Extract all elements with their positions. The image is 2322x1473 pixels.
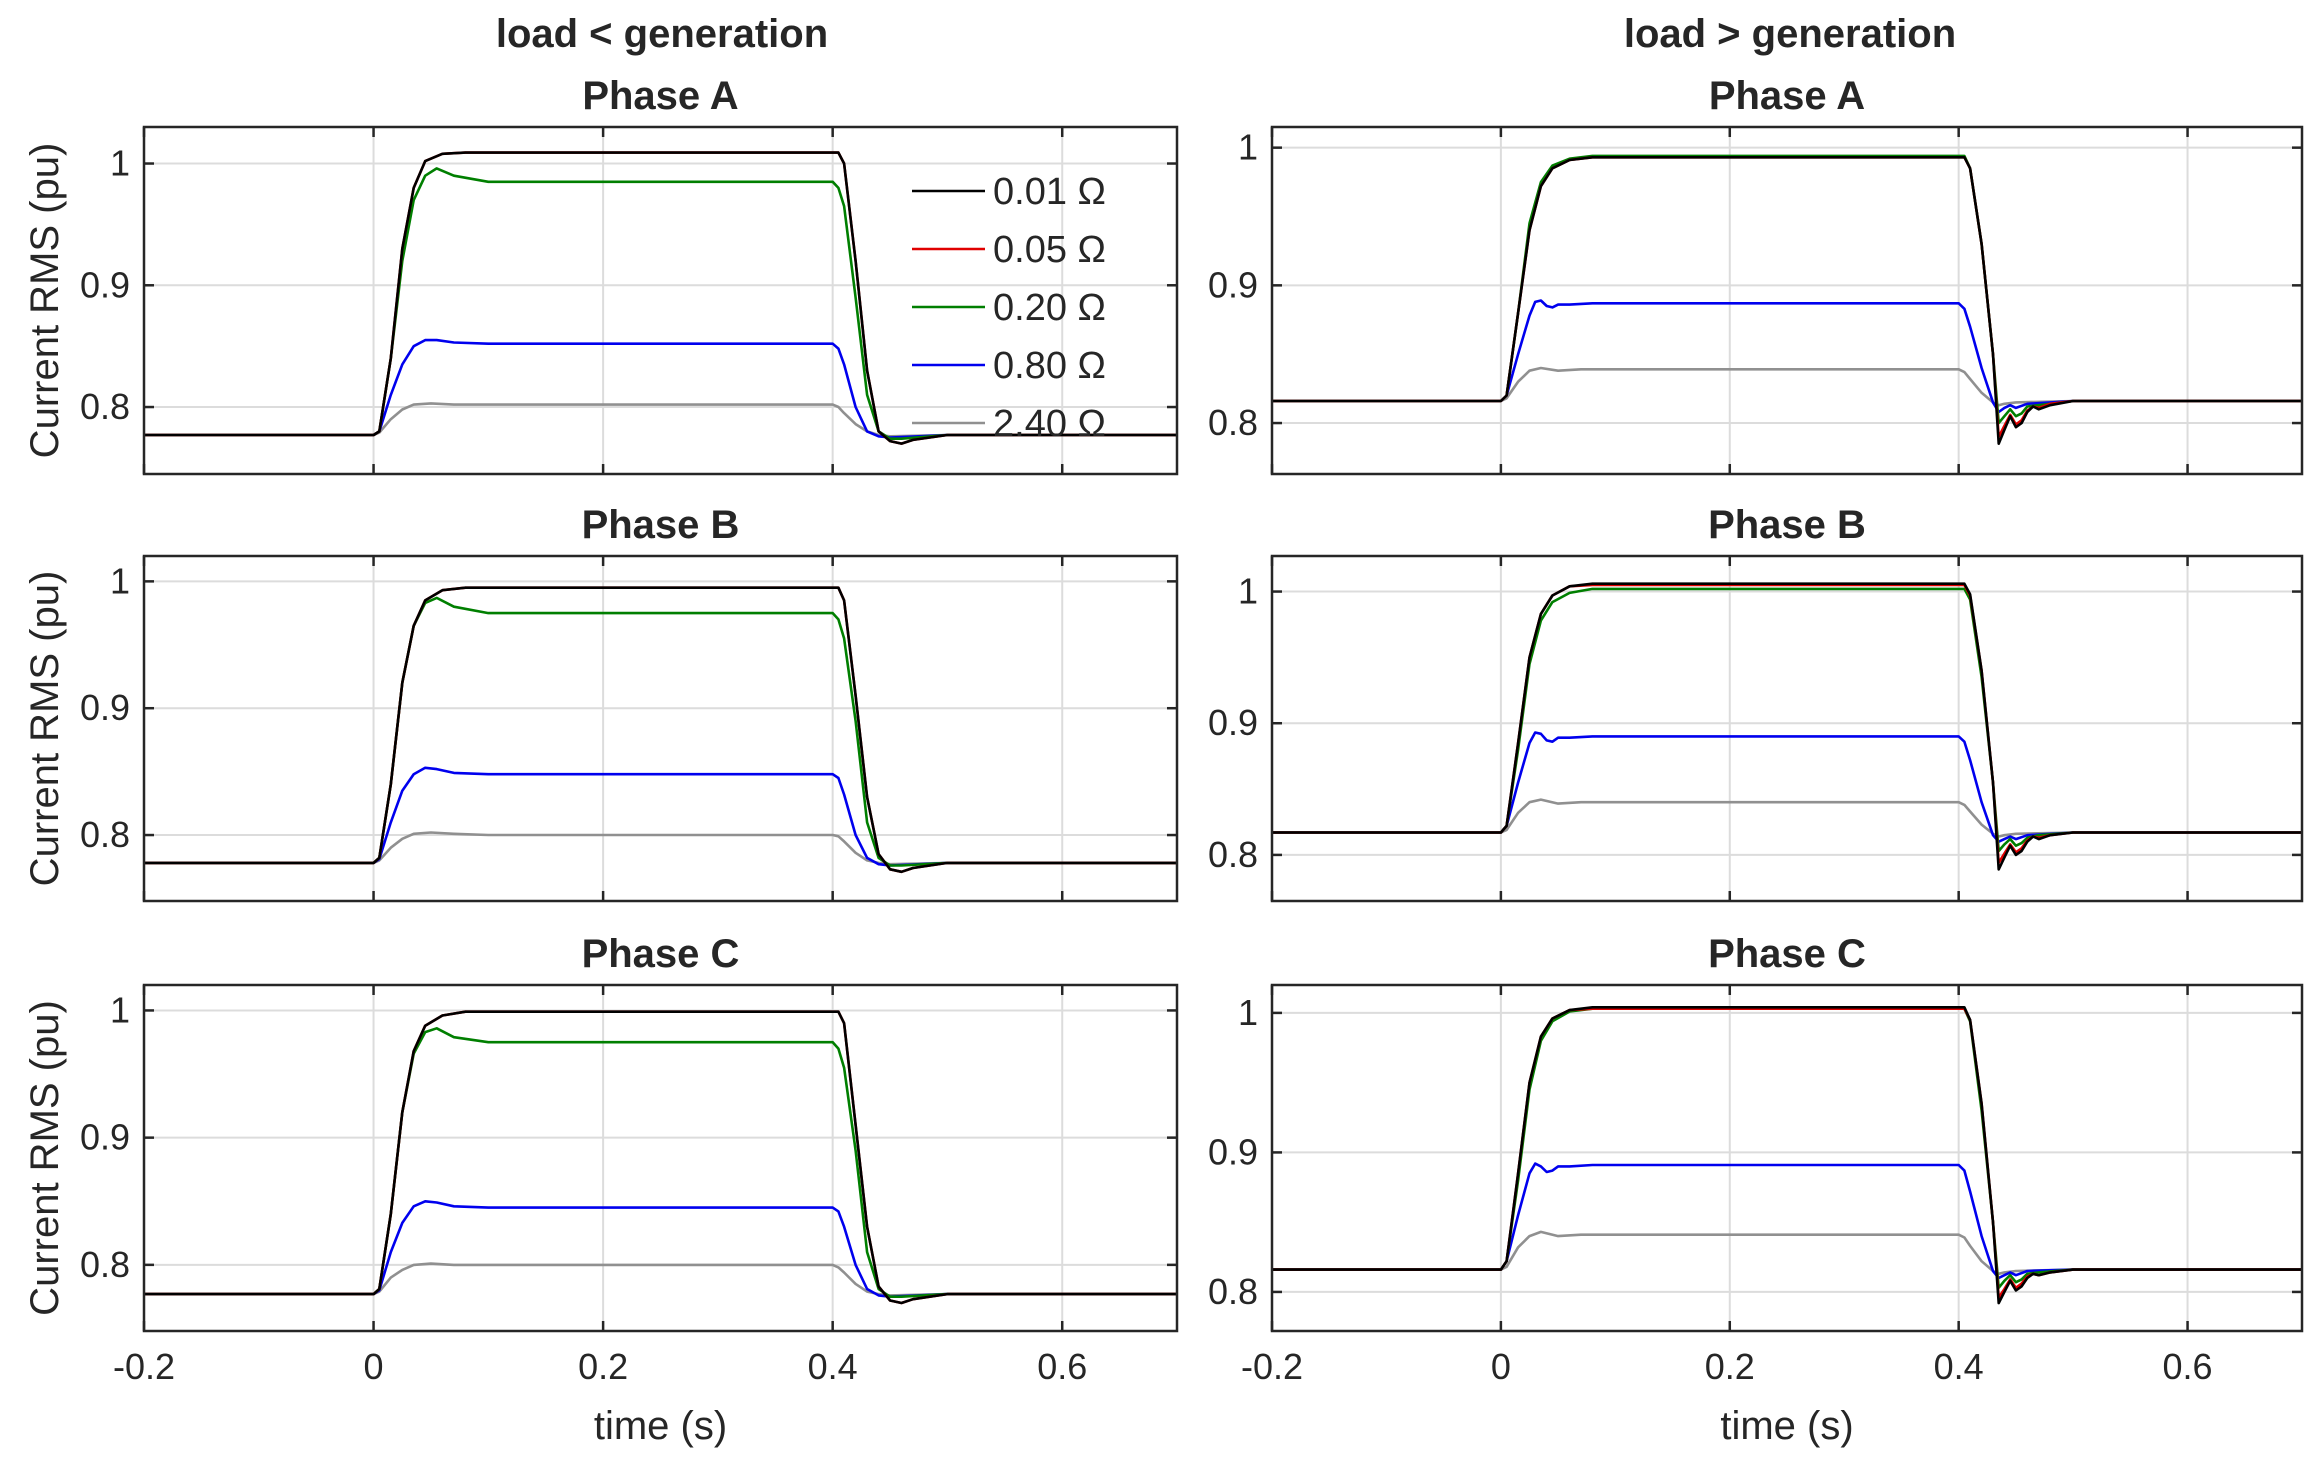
legend-label-0-80-ohm: 0.80 Ω [993,345,1106,387]
column-title-left: load < generation [496,12,828,56]
chart-left-phase-b: 0.8 0.9 1 Phase B Current RMS (pu) [23,503,1179,903]
panels: 0.8 0.9 1 Phase A Current RMS (pu) 0.01 Ω 0.05… [23,74,2304,1448]
series-line-2-40-ohm [1272,798,2302,838]
y-tick-label: 1 [1238,571,1258,612]
legend-label-0-01-ohm: 0.01 Ω [993,171,1106,213]
chart-left-phase-a: 0.8 0.9 1 Phase A Current RMS (pu) 0.01 Ω 0.05… [23,74,1179,476]
legend-label-2-40-ohm: 2.40 Ω [993,403,1106,445]
column-title-right: load > generation [1624,12,1956,56]
y-tick-label: 0.8 [1208,402,1258,443]
chart-right-phase-a: 0.8 0.9 1 Phase A [1208,74,2304,476]
x-tick-label: 0.4 [808,1346,858,1387]
x-tick-label: -0.2 [1241,1346,1303,1387]
series-line-0-80-ohm [1272,1162,2302,1280]
series-group [1272,582,2302,871]
y-tick-label: 0.8 [80,1244,130,1285]
legend-label-0-20-ohm: 0.20 Ω [993,287,1106,329]
y-tick-label: 0.8 [80,814,130,855]
y-tick-label: 1 [110,560,130,601]
x-tick-label: 0 [364,1346,384,1387]
x-axis-label: time (s) [594,1404,727,1448]
series-line-0-80-ohm [144,338,1177,439]
axes-box [142,983,1179,1333]
series-line-0-01-ohm [144,151,1177,445]
axes-box [142,125,1179,476]
y-tick-label: 0.8 [1208,834,1258,875]
series-line-0-01-ohm [144,586,1177,874]
y-tick-label: 1 [110,989,130,1030]
panel-title: Phase C [1708,932,1866,976]
y-tick-label: 0.8 [80,386,130,427]
y-axis-label: Current RMS (pu) [23,143,67,459]
series-line-0-80-ohm [144,766,1177,867]
axes-box [1270,125,2304,476]
series-group [144,1010,1177,1305]
y-tick-label: 0.8 [1208,1271,1258,1312]
legend: 0.01 Ω 0.05 Ω 0.20 Ω 0.80 Ω 2.40 Ω [912,171,1106,445]
panel-title: Phase B [582,503,740,547]
panel-title: Phase C [582,932,740,976]
y-axis-label: Current RMS (pu) [23,571,67,887]
chart-left-phase-c: 0.8 0.9 1 -0.2 0 0.2 0.4 0.6 Phase C time (s) Curr… [23,932,1179,1448]
y-tick-label: 1 [110,143,130,184]
axes-box [142,554,1179,903]
x-tick-label: 0 [1491,1346,1511,1387]
series-line-0-80-ohm [1272,731,2302,843]
x-tick-label: -0.2 [113,1346,175,1387]
y-axis-label: Current RMS (pu) [23,1000,67,1316]
series-line-0-01-ohm [1272,1006,2302,1305]
y-tick-label: 0.9 [1208,702,1258,743]
y-tick-label: 0.9 [1208,264,1258,305]
x-tick-label: 0.6 [2163,1346,2213,1387]
x-tick-label: 0.6 [1037,1346,1087,1387]
series-line-0-80-ohm [144,1200,1177,1298]
series-group [144,586,1177,874]
panel-title: Phase A [1709,74,1865,118]
chart-right-phase-c: 0.8 0.9 1 -0.2 0 0.2 0.4 0.6 Phase C time (s) [1208,932,2304,1448]
x-axis-label: time (s) [1720,1404,1853,1448]
y-tick-label: 0.9 [80,264,130,305]
y-tick-label: 1 [1238,127,1258,168]
y-tick-label: 0.9 [80,687,130,728]
series-line-2-40-ohm [1272,366,2302,407]
y-tick-label: 0.9 [1208,1131,1258,1172]
legend-label-0-05-ohm: 0.05 Ω [993,229,1106,271]
axes-box [1270,554,2304,903]
panel-title: Phase A [582,74,738,118]
series-group [1272,1006,2302,1305]
y-tick-label: 0.9 [80,1117,130,1158]
series-line-2-40-ohm [1272,1230,2302,1276]
series-line-0-01-ohm [144,1010,1177,1305]
axes-box [1270,983,2304,1333]
x-tick-label: 0.2 [578,1346,628,1387]
series-line-0-80-ohm [1272,299,2302,414]
series-line-0-01-ohm [1272,156,2302,445]
series-line-0-01-ohm [1272,582,2302,871]
y-tick-label: 1 [1238,992,1258,1033]
panel-title: Phase B [1708,503,1866,547]
chart-right-phase-b: 0.8 0.9 1 Phase B [1208,503,2304,903]
series-group [1272,154,2302,445]
x-tick-label: 0.2 [1705,1346,1755,1387]
series-group [144,151,1177,445]
x-tick-label: 0.4 [1934,1346,1984,1387]
